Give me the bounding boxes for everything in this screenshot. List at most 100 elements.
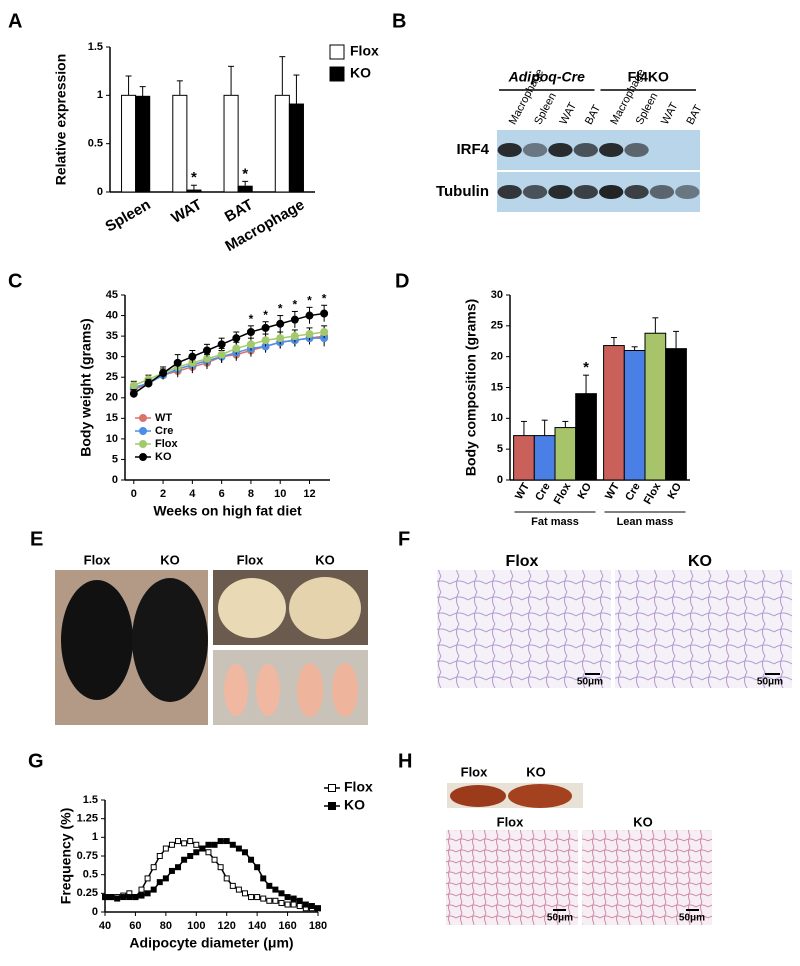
scale-label: 50μm (679, 913, 705, 924)
x-tick-label: Lean mass (617, 516, 674, 528)
point (315, 905, 321, 912)
point (235, 845, 242, 852)
x-tick-label: 120 (218, 920, 236, 932)
point (235, 886, 242, 893)
point (199, 845, 206, 852)
blot-band (599, 143, 624, 157)
bar (237, 185, 253, 193)
y-tick-label: 45 (106, 289, 118, 301)
bar (186, 189, 202, 193)
significance: * (293, 298, 298, 312)
point (175, 864, 182, 871)
y-tick-label: 0.5 (83, 869, 98, 881)
y-tick-label: 40 (106, 309, 118, 321)
x-tick-label: 4 (189, 488, 196, 500)
point (162, 875, 169, 882)
y-tick-label: 25 (491, 320, 503, 332)
y-tick-label: 30 (106, 351, 118, 363)
blot-band (522, 143, 548, 157)
significance: * (263, 308, 268, 322)
point (296, 903, 303, 910)
x-tick-label: WAT (168, 196, 204, 227)
bar-label: KO (666, 481, 685, 502)
legend-label: Flox (155, 438, 178, 450)
point (162, 845, 169, 852)
significance: * (307, 294, 312, 308)
legend-label: KO (155, 451, 172, 463)
bar (172, 94, 188, 193)
blot-band (573, 143, 598, 157)
legend-swatch (329, 44, 345, 60)
row-label: Tubulin (436, 183, 489, 200)
point (114, 895, 121, 902)
y-tick-label: 15 (106, 412, 118, 424)
depot (224, 664, 248, 716)
bar (533, 435, 556, 481)
point (217, 340, 226, 349)
point (290, 332, 299, 341)
y-tick-label: 1.5 (88, 41, 103, 53)
liver (450, 785, 506, 807)
legend-label: Flox (350, 43, 379, 59)
photo-label: Flox (497, 814, 524, 829)
bar-label: WT (513, 481, 532, 502)
y-axis-label: Relative expression (53, 54, 69, 186)
point (217, 864, 224, 871)
point (302, 901, 309, 908)
point (241, 890, 248, 897)
scale-label: 50μm (547, 913, 573, 924)
point (120, 894, 127, 901)
y-tick-label: 25 (106, 371, 118, 383)
point (150, 864, 157, 871)
y-tick-label: 10 (106, 433, 118, 445)
point (187, 838, 194, 845)
y-tick-label: 35 (106, 330, 118, 342)
point (159, 369, 168, 378)
bar (575, 393, 597, 481)
legend-label: Flox (344, 779, 373, 795)
x-axis-label: Adipocyte diameter (μm) (129, 935, 293, 951)
x-tick-label: Spleen (103, 196, 154, 235)
blot-band (522, 185, 548, 199)
photo-label: Flox (84, 552, 111, 567)
point (168, 867, 175, 874)
point (320, 309, 329, 318)
point (305, 330, 314, 339)
point (138, 892, 145, 899)
y-tick-label: 0.75 (77, 850, 98, 862)
y-tick-label: 0.5 (88, 138, 103, 150)
liver (508, 784, 572, 808)
point (138, 886, 145, 893)
series-line (133, 337, 325, 389)
mouse (61, 580, 133, 700)
point (272, 886, 279, 893)
bar (121, 94, 137, 193)
point (188, 352, 197, 361)
legend-label: WT (155, 412, 172, 424)
y-tick-label: 0 (97, 186, 103, 198)
y-tick-label: 20 (106, 392, 118, 404)
blot-band (548, 143, 573, 157)
photo-label: KO (633, 814, 653, 829)
legend-label: KO (350, 65, 371, 81)
point (156, 879, 163, 886)
panel-label: G (28, 750, 44, 772)
point (241, 849, 248, 856)
histology (437, 570, 611, 688)
legend-marker (139, 427, 147, 435)
significance: * (249, 312, 254, 326)
bar (665, 348, 687, 481)
photo-label: Flox (461, 764, 488, 779)
point (129, 389, 138, 398)
photo-label: Flox (506, 553, 539, 570)
y-tick-label: 1 (92, 831, 98, 843)
legend-marker (328, 784, 336, 792)
lane-label: WAT (558, 100, 580, 126)
point (193, 841, 200, 848)
point (248, 856, 255, 863)
point (290, 315, 299, 324)
x-tick-label: 140 (248, 920, 266, 932)
point (187, 853, 194, 859)
y-tick-label: 1.5 (83, 794, 98, 806)
bar (288, 103, 304, 193)
